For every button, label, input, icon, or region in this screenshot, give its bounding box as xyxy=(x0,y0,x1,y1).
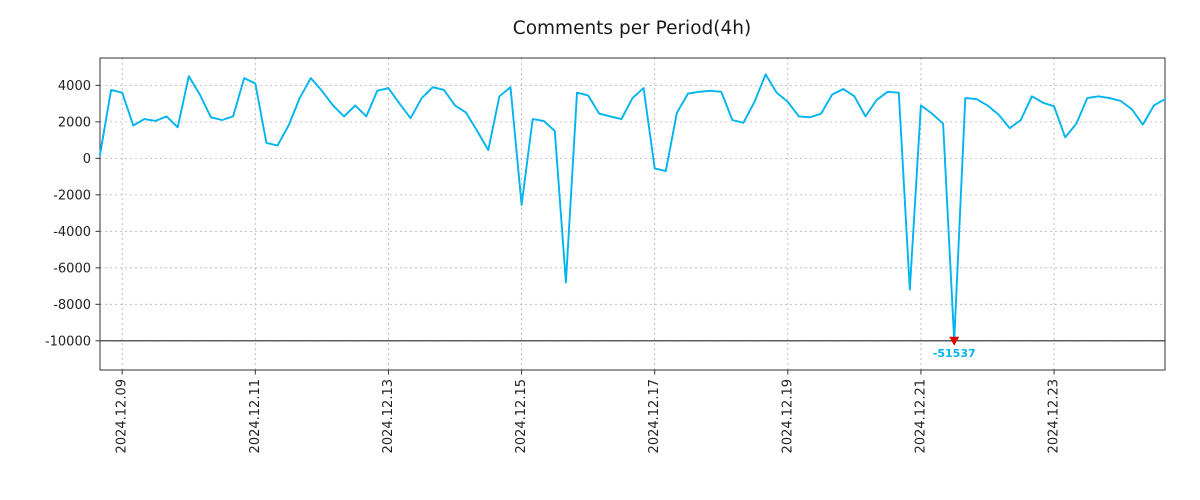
x-tick-label: 2024.12.19 xyxy=(780,379,795,453)
x-tick-label: 2024.12.21 xyxy=(913,379,928,453)
series-line xyxy=(99,73,1166,342)
y-tick-label: -8000 xyxy=(53,298,91,313)
x-tick-label: 2024.12.15 xyxy=(514,379,529,453)
x-tick-label: 2024.12.17 xyxy=(647,379,662,453)
y-tick-label: 4000 xyxy=(58,79,91,94)
x-tick-label: 2024.12.09 xyxy=(115,379,130,453)
y-tick-label: -6000 xyxy=(53,261,91,276)
min-marker-icon xyxy=(949,336,960,346)
y-tick-label: 2000 xyxy=(58,115,91,130)
y-tick-label: -10000 xyxy=(45,334,91,349)
plot-border xyxy=(99,57,1166,371)
x-tick-label: 2024.12.11 xyxy=(248,379,263,453)
y-tick-label: -4000 xyxy=(53,225,91,240)
y-tick-label: -2000 xyxy=(53,188,91,203)
y-tick-label: 0 xyxy=(83,152,91,167)
chart-title: Comments per Period(4h) xyxy=(513,18,751,39)
x-tick-label: 2024.12.13 xyxy=(381,379,396,453)
min-value-annotation: -51537 xyxy=(933,347,976,360)
x-tick-label: 2024.12.23 xyxy=(1047,379,1062,453)
